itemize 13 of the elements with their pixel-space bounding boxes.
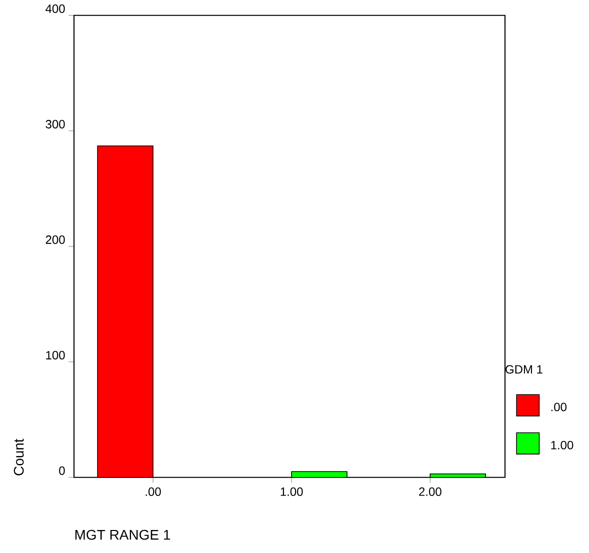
- legend-label: .00: [551, 402, 567, 412]
- x-tick-label: 2.00: [419, 487, 442, 496]
- y-tick-label: 100: [46, 350, 65, 360]
- x-axis-title: MGT RANGE 1: [75, 530, 170, 540]
- y-tick-label: 300: [46, 120, 65, 128]
- legend-label: 1.00: [551, 440, 574, 450]
- y-axis-title: Count: [14, 438, 24, 476]
- y-tick-label: 0: [59, 466, 65, 475]
- y-tick-label: 400: [46, 4, 65, 13]
- x-tick-label: .00: [146, 487, 161, 496]
- x-tick-label: 1.00: [280, 487, 303, 496]
- legend-title: GDM 1: [506, 364, 542, 374]
- y-tick-label: 200: [46, 235, 65, 244]
